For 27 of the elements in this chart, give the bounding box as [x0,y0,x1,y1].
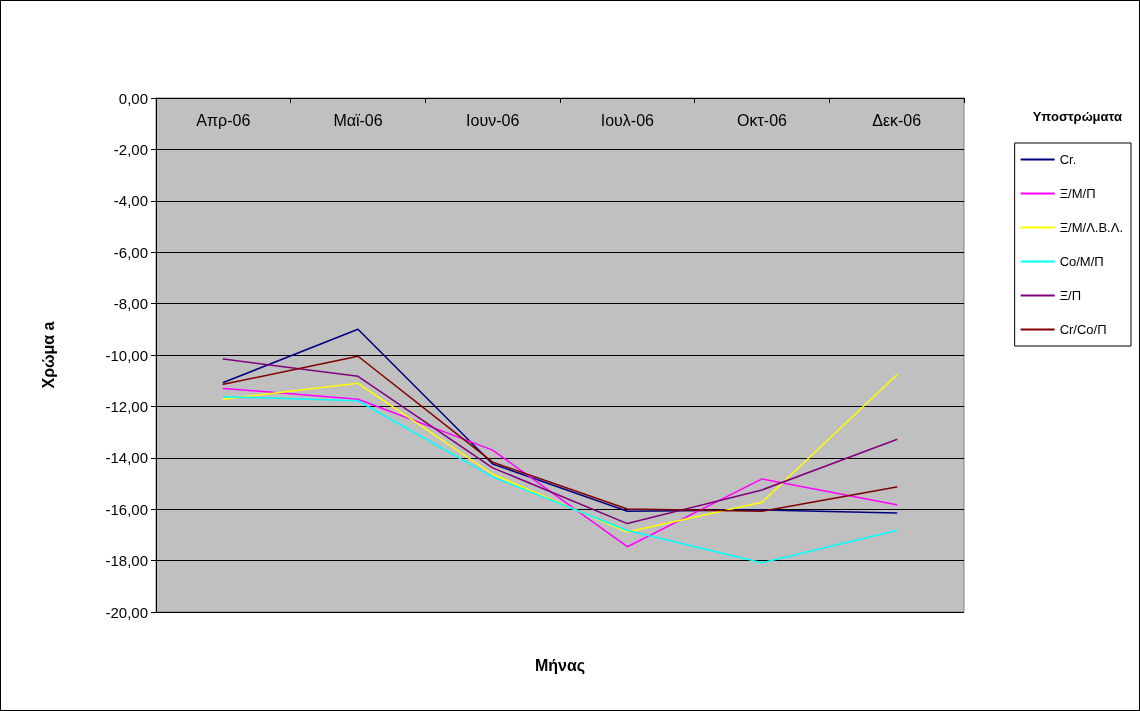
legend-label: Ξ/Π [1059,288,1082,303]
x-tick-label: Δεκ-06 [872,111,922,129]
y-tick-label: -20,00 [105,603,148,621]
y-tick-label: -18,00 [105,552,148,570]
y-tick-label: -12,00 [105,397,148,415]
y-axis-title: Χρώμα a [39,321,57,389]
y-tick-label: -14,00 [105,449,148,467]
x-tick-label: Μαϊ-06 [333,111,383,129]
x-tick-label: Απρ-06 [196,111,251,129]
y-tick-label: -6,00 [113,243,148,261]
legend-title: Υποστρώματα [1032,109,1123,124]
y-tick-label: -8,00 [113,295,148,313]
legend-label: Cr/Co/Π [1059,322,1107,337]
legend-label: Cr. [1059,152,1077,167]
x-axis-title: Μήνας [534,656,586,675]
y-tick-label: -10,00 [105,346,148,364]
x-tick-label: Οκτ-06 [737,111,788,129]
legend-label: Ξ/Μ/Π [1059,186,1096,201]
legend-label: Co/Μ/Π [1059,254,1104,269]
y-tick-label: -16,00 [105,500,148,518]
x-tick-label: Ιουλ-06 [600,111,655,129]
y-tick-label: -2,00 [113,140,148,158]
line-series [222,328,898,514]
legend-label: Ξ/Μ/Λ.Β.Λ. [1059,220,1123,235]
y-tick-label: 0,00 [118,89,148,107]
y-tick-label: -4,00 [113,192,148,210]
x-tick-label: Ιουν-06 [466,111,520,129]
